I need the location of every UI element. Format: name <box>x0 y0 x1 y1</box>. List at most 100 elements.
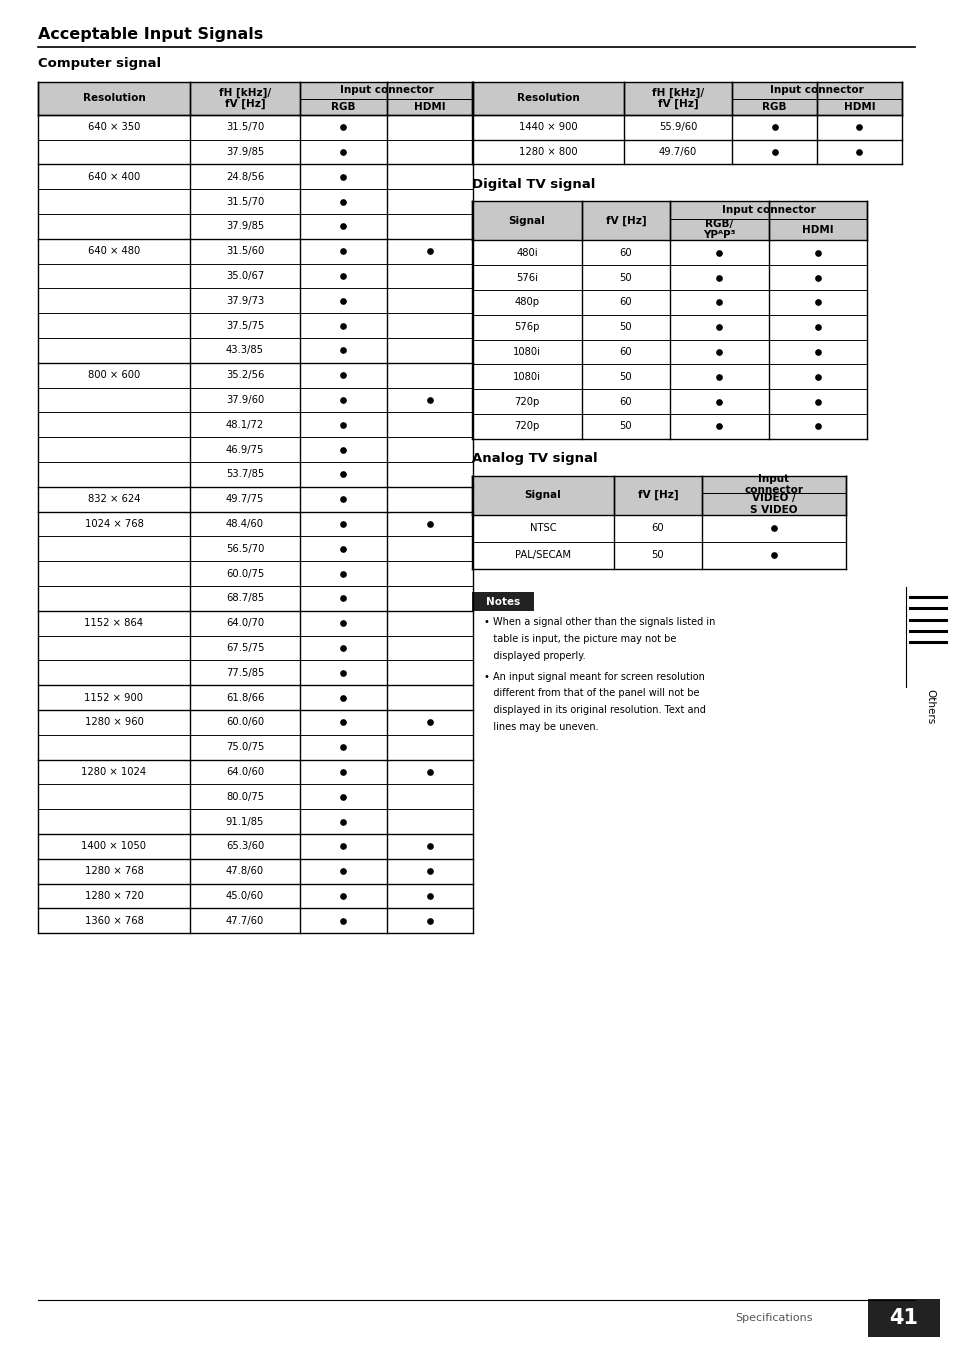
Text: 53.7/85: 53.7/85 <box>226 469 264 480</box>
Bar <box>581 265 669 289</box>
Bar <box>386 362 473 388</box>
Text: 720p: 720p <box>514 422 539 431</box>
Bar <box>190 909 299 933</box>
Text: Others: Others <box>924 690 934 725</box>
Bar <box>731 115 816 139</box>
Text: Resolution: Resolution <box>517 93 578 103</box>
Text: 24.8/56: 24.8/56 <box>226 172 264 181</box>
Bar <box>614 542 701 569</box>
Text: 67.5/75: 67.5/75 <box>226 644 264 653</box>
Text: displayed properly.: displayed properly. <box>483 650 585 661</box>
Text: Signal: Signal <box>508 216 545 226</box>
Bar <box>581 289 669 315</box>
Bar <box>38 734 190 760</box>
Bar <box>38 909 190 933</box>
Text: 75.0/75: 75.0/75 <box>226 742 264 752</box>
Bar <box>38 115 190 139</box>
Text: Computer signal: Computer signal <box>38 58 161 70</box>
Bar <box>190 884 299 909</box>
Bar <box>472 139 623 165</box>
Text: 1360 × 768: 1360 × 768 <box>85 915 143 926</box>
Bar <box>669 339 768 365</box>
Bar <box>38 685 190 710</box>
Text: 37.9/60: 37.9/60 <box>226 395 264 406</box>
Text: 49.7/75: 49.7/75 <box>226 495 264 504</box>
Bar <box>299 611 386 635</box>
Bar <box>472 365 581 389</box>
Text: 48.4/60: 48.4/60 <box>226 519 264 529</box>
Text: Acceptable Input Signals: Acceptable Input Signals <box>38 27 263 42</box>
Text: 60.0/75: 60.0/75 <box>226 569 264 579</box>
Bar <box>816 115 901 139</box>
Bar <box>386 338 473 362</box>
Bar <box>386 264 473 288</box>
Bar <box>38 585 190 611</box>
Bar <box>299 82 473 99</box>
Bar <box>472 592 534 611</box>
Bar <box>768 219 866 241</box>
Bar <box>731 139 816 165</box>
Text: RGB: RGB <box>331 101 355 112</box>
Bar <box>581 389 669 414</box>
Bar <box>190 462 299 487</box>
Text: 41: 41 <box>888 1307 918 1328</box>
Bar <box>669 389 768 414</box>
Bar <box>190 362 299 388</box>
Text: 1080i: 1080i <box>513 372 540 381</box>
Text: Input
connector: Input connector <box>743 473 802 495</box>
Bar <box>768 265 866 289</box>
Text: 47.8/60: 47.8/60 <box>226 867 264 876</box>
Text: 91.1/85: 91.1/85 <box>226 817 264 826</box>
Bar <box>472 339 581 365</box>
Bar <box>299 362 386 388</box>
Bar <box>299 437 386 462</box>
Bar <box>581 315 669 339</box>
Bar <box>38 859 190 884</box>
Text: Signal: Signal <box>524 491 560 500</box>
Bar <box>299 710 386 734</box>
Bar <box>299 412 386 437</box>
Bar <box>38 239 190 264</box>
Text: 60: 60 <box>651 523 663 533</box>
Text: 60.0/60: 60.0/60 <box>226 718 264 727</box>
Text: 46.9/75: 46.9/75 <box>226 445 264 454</box>
Bar <box>38 264 190 288</box>
Bar <box>299 115 386 139</box>
Bar <box>190 214 299 239</box>
Bar <box>386 909 473 933</box>
Bar <box>669 414 768 439</box>
Text: 1280 × 1024: 1280 × 1024 <box>81 767 147 777</box>
Text: 43.3/85: 43.3/85 <box>226 345 264 356</box>
Bar <box>581 365 669 389</box>
Text: Specifications: Specifications <box>734 1313 812 1324</box>
Bar <box>386 214 473 239</box>
Bar <box>190 288 299 314</box>
Text: HDMI: HDMI <box>842 101 875 112</box>
Bar <box>386 585 473 611</box>
Bar <box>190 338 299 362</box>
Bar <box>38 362 190 388</box>
Text: 50: 50 <box>619 372 632 381</box>
Bar <box>190 859 299 884</box>
Bar <box>701 542 845 569</box>
Text: • When a signal other than the signals listed in: • When a signal other than the signals l… <box>483 618 715 627</box>
Text: RGB/
YPᴬPᴲ: RGB/ YPᴬPᴲ <box>702 219 735 241</box>
Bar <box>190 412 299 437</box>
Text: NTSC: NTSC <box>529 523 556 533</box>
Bar <box>669 241 768 265</box>
Text: 832 × 624: 832 × 624 <box>88 495 140 504</box>
Bar <box>299 810 386 834</box>
Bar <box>472 82 623 115</box>
Text: 37.5/75: 37.5/75 <box>226 320 264 331</box>
Text: 31.5/70: 31.5/70 <box>226 196 264 207</box>
Bar <box>472 201 581 241</box>
Bar <box>386 388 473 412</box>
Bar <box>669 201 866 219</box>
Bar <box>38 462 190 487</box>
Text: 68.7/85: 68.7/85 <box>226 594 264 603</box>
Text: 1440 × 900: 1440 × 900 <box>518 122 577 132</box>
Text: 50: 50 <box>619 422 632 431</box>
Bar <box>38 710 190 734</box>
Bar <box>299 487 386 511</box>
Bar <box>386 784 473 810</box>
